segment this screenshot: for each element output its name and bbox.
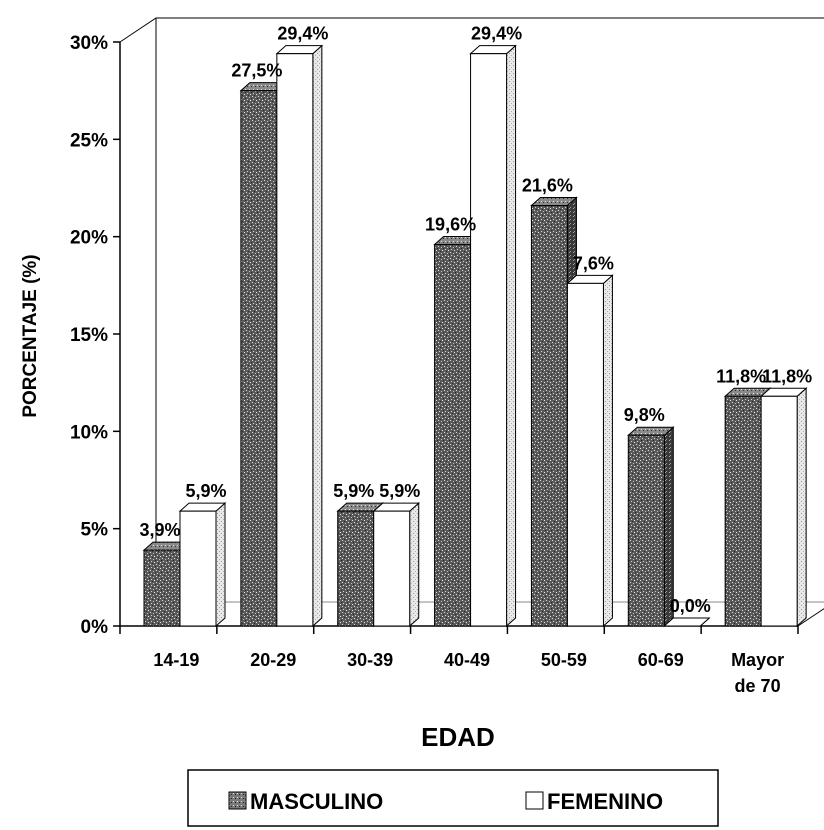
x-axis-title: EDAD: [421, 722, 495, 752]
y-tick-label: 20%: [70, 228, 108, 249]
bar-top-femenino: [662, 617, 711, 627]
data-label-masculino: 11,8%: [716, 366, 766, 386]
bar-masculino: [724, 395, 762, 627]
data-label-femenino: 29,4%: [471, 24, 522, 44]
y-tick-label: 30%: [70, 33, 108, 54]
y-tick-label: 10%: [70, 422, 108, 443]
bar-femenino: [179, 510, 217, 627]
bar-femenino: [276, 53, 314, 627]
y-tick-label: 25%: [70, 130, 108, 151]
legend-swatch-femenino: [525, 791, 544, 810]
bar-femenino: [566, 282, 604, 627]
bar-side-femenino: [506, 44, 517, 628]
y-tick-label: 0%: [81, 617, 109, 638]
x-category-label: 20-29: [250, 650, 296, 670]
x-category-label: 40-49: [444, 650, 490, 670]
bars: [142, 44, 808, 628]
x-category-label: 14-19: [153, 650, 199, 670]
legend: MASCULINO FEMENINO: [187, 769, 719, 827]
data-label-masculino: 5,9%: [333, 481, 374, 501]
y-axis-title: PORCENTAJE (%): [20, 254, 41, 417]
bar-masculino: [627, 434, 665, 627]
x-axis: 14-19 20-29 30-39 40-49 50-59 60-69 Mayor de 70: [119, 625, 799, 696]
data-label-masculino: 21,6%: [522, 176, 573, 196]
bar-femenino: [470, 53, 508, 627]
data-label-masculino: 27,5%: [231, 61, 282, 81]
bar-masculino: [530, 205, 568, 627]
bar-femenino: [760, 395, 798, 627]
x-category-label: 60-69: [638, 650, 684, 670]
data-label-masculino: 9,8%: [624, 405, 665, 425]
y-tick-label: 15%: [70, 325, 108, 346]
bar-masculino: [240, 90, 278, 627]
bar-side-femenino: [409, 502, 420, 628]
bar-side-femenino: [602, 274, 613, 628]
y-axis: 0% 5% 10% 15% 20% 25% 30%: [70, 33, 121, 638]
data-label-femenino: 11,8%: [762, 366, 812, 386]
data-label-masculino: 3,9%: [139, 520, 180, 540]
x-category-label: Mayor: [731, 650, 784, 670]
data-label-femenino: 0,0%: [670, 596, 711, 616]
legend-box: [187, 769, 719, 827]
data-label-masculino: 19,6%: [425, 214, 476, 234]
bar-masculino: [143, 549, 181, 627]
data-label-femenino: 5,9%: [379, 481, 420, 501]
y-tick-label: 5%: [81, 520, 109, 541]
legend-label-femenino: FEMENINO: [547, 789, 663, 814]
legend-label-masculino: MASCULINO: [250, 789, 383, 814]
x-category-label: 30-39: [347, 650, 393, 670]
bar-masculino: [337, 510, 375, 627]
bar-femenino: [373, 510, 411, 627]
bar-masculino: [434, 243, 472, 627]
data-label-femenino: 5,9%: [185, 481, 226, 501]
x-category-label: 50-59: [541, 650, 587, 670]
x-category-label: de 70: [735, 676, 781, 696]
data-label-femenino: 7,6%: [573, 253, 614, 273]
legend-swatch-masculino: [228, 791, 247, 810]
bar-side-femenino: [796, 387, 807, 628]
data-label-femenino: 29,4%: [277, 24, 328, 44]
bar-side-femenino: [312, 44, 323, 628]
floor-right-edge: [797, 608, 824, 627]
data-labels: 3,9% 27,5% 5,9% 19,6% 21,6% 9,8% 11,8% 5,9% 29,4…: [139, 24, 812, 616]
bar-side-femenino: [215, 502, 226, 628]
